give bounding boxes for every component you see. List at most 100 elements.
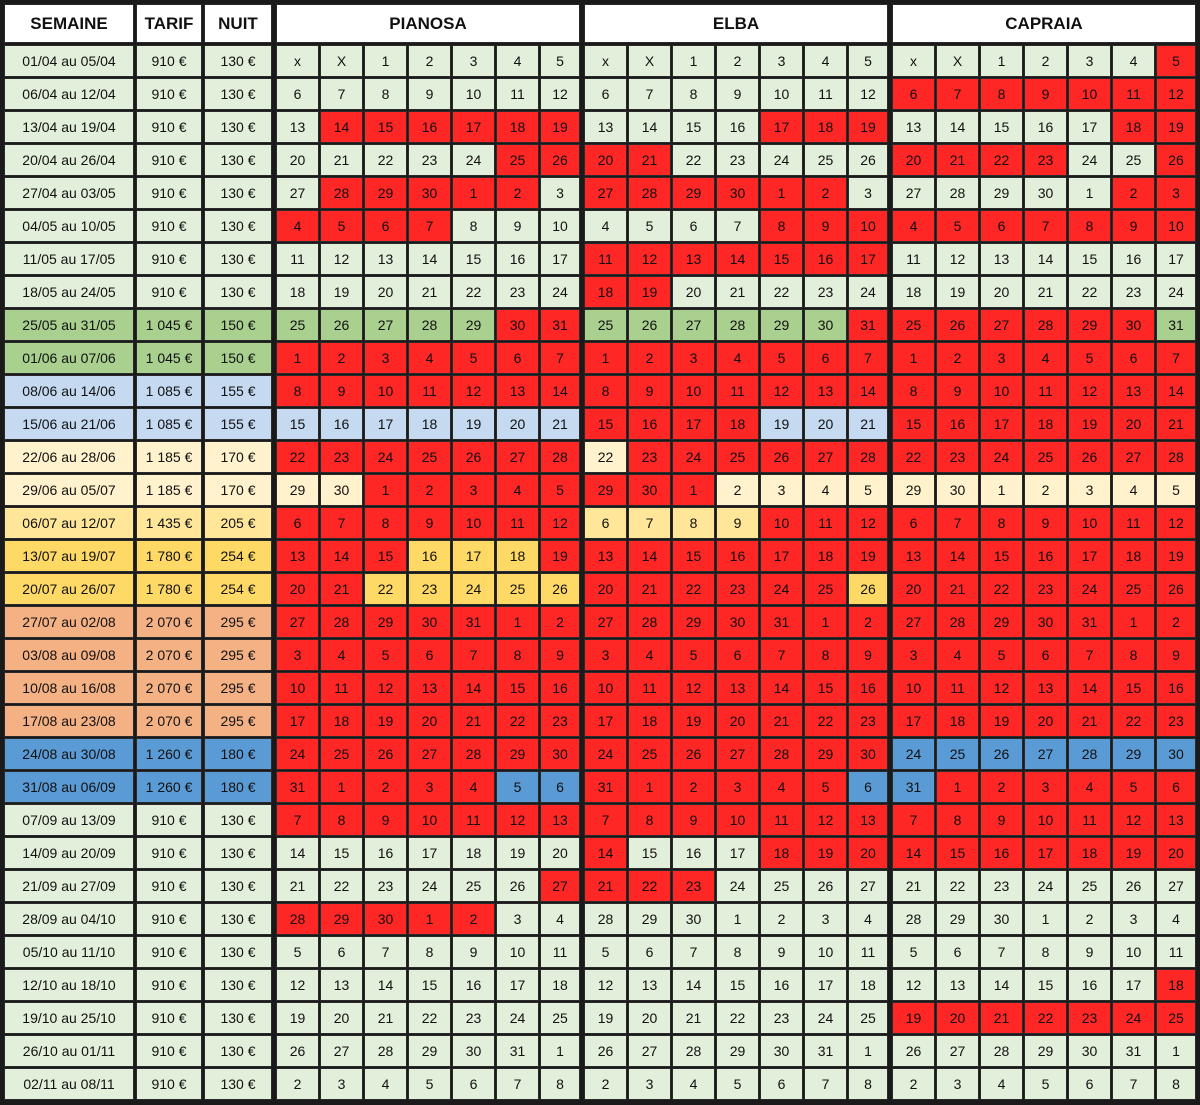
capraia-day-cell: 21 xyxy=(980,1002,1023,1034)
capraia-day-cell: 27 xyxy=(980,309,1023,341)
week-cell: 12/10 au 18/10 xyxy=(4,969,134,1001)
pianosa-day-cell: 24 xyxy=(276,738,319,770)
capraia-day-cell: 27 xyxy=(936,1035,979,1067)
elba-day-cell: 13 xyxy=(584,111,627,143)
capraia-day-cell: 1 xyxy=(1156,1035,1196,1067)
capraia-day-cell: 15 xyxy=(980,111,1023,143)
pianosa-day-cell: 14 xyxy=(364,969,407,1001)
pianosa-day-cell: 4 xyxy=(496,45,539,77)
pianosa-day-cell: 23 xyxy=(452,1002,495,1034)
pianosa-day-cell: 18 xyxy=(276,276,319,308)
elba-day-cell: 9 xyxy=(716,78,759,110)
pianosa-day-cell: 4 xyxy=(408,342,451,374)
elba-day-cell: 30 xyxy=(716,606,759,638)
pianosa-day-cell: 5 xyxy=(452,342,495,374)
pianosa-day-cell: 29 xyxy=(276,474,319,506)
capraia-day-cell: 6 xyxy=(1112,342,1155,374)
elba-day-cell: 19 xyxy=(584,1002,627,1034)
elba-day-cell: 16 xyxy=(804,243,847,275)
pianosa-day-cell: 2 xyxy=(408,45,451,77)
week-cell: 02/11 au 08/11 xyxy=(4,1068,134,1100)
capraia-day-cell: 7 xyxy=(936,78,979,110)
elba-day-cell: 19 xyxy=(760,408,803,440)
tarif-cell: 910 € xyxy=(136,870,202,902)
pianosa-day-cell: 5 xyxy=(364,639,407,671)
capraia-day-cell: 18 xyxy=(936,705,979,737)
capraia-day-cell: 24 xyxy=(1068,144,1111,176)
nuit-cell: 254 € xyxy=(204,573,272,605)
elba-day-cell: 28 xyxy=(628,177,671,209)
capraia-day-cell: 19 xyxy=(1112,837,1155,869)
pianosa-day-cell: 14 xyxy=(452,672,495,704)
week-cell: 22/06 au 28/06 xyxy=(4,441,134,473)
capraia-day-cell: 11 xyxy=(1024,375,1067,407)
capraia-day-cell: 15 xyxy=(892,408,935,440)
capraia-day-cell: 27 xyxy=(892,177,935,209)
pianosa-day-cell: 15 xyxy=(364,540,407,572)
pianosa-day-cell: 12 xyxy=(276,969,319,1001)
nuit-cell: 130 € xyxy=(204,870,272,902)
tarif-cell: 910 € xyxy=(136,210,202,242)
week-cell: 13/04 au 19/04 xyxy=(4,111,134,143)
elba-day-cell: 21 xyxy=(584,870,627,902)
elba-day-cell: 22 xyxy=(760,276,803,308)
pianosa-day-cell: 28 xyxy=(408,309,451,341)
capraia-day-cell: 6 xyxy=(980,210,1023,242)
elba-day-cell: 9 xyxy=(716,507,759,539)
capraia-day-cell: 21 xyxy=(1068,705,1111,737)
elba-day-cell: 3 xyxy=(716,771,759,803)
capraia-day-cell: 17 xyxy=(1156,243,1196,275)
capraia-day-cell: 7 xyxy=(936,507,979,539)
capraia-day-cell: 26 xyxy=(980,738,1023,770)
pianosa-day-cell: 10 xyxy=(452,507,495,539)
pianosa-day-cell: 2 xyxy=(320,342,363,374)
elba-day-cell: 12 xyxy=(672,672,715,704)
pianosa-day-cell: 17 xyxy=(408,837,451,869)
pianosa-day-cell: 24 xyxy=(496,1002,539,1034)
pianosa-day-cell: 22 xyxy=(452,276,495,308)
elba-day-cell: 1 xyxy=(628,771,671,803)
capraia-day-cell: 19 xyxy=(1156,540,1196,572)
pianosa-day-cell: 16 xyxy=(408,111,451,143)
capraia-day-cell: 6 xyxy=(892,507,935,539)
header-pianosa: PIANOSA xyxy=(276,4,580,43)
capraia-day-cell: 1 xyxy=(980,45,1023,77)
pianosa-day-cell: 6 xyxy=(540,771,580,803)
elba-day-cell: 3 xyxy=(628,1068,671,1100)
elba-day-cell: 13 xyxy=(848,804,888,836)
tarif-cell: 910 € xyxy=(136,1068,202,1100)
capraia-day-cell: 2 xyxy=(892,1068,935,1100)
elba-day-cell: 26 xyxy=(584,1035,627,1067)
pianosa-day-cell: 22 xyxy=(496,705,539,737)
week-cell: 29/06 au 05/07 xyxy=(4,474,134,506)
week-cell: 10/08 au 16/08 xyxy=(4,672,134,704)
pianosa-day-cell: 1 xyxy=(320,771,363,803)
pianosa-day-cell: 1 xyxy=(540,1035,580,1067)
week-cell: 31/08 au 06/09 xyxy=(4,771,134,803)
elba-day-cell: 1 xyxy=(672,474,715,506)
elba-day-cell: 5 xyxy=(584,936,627,968)
capraia-day-cell: 23 xyxy=(1112,276,1155,308)
elba-day-cell: 28 xyxy=(584,903,627,935)
capraia-day-cell: 4 xyxy=(1112,45,1155,77)
elba-day-cell: 4 xyxy=(628,639,671,671)
capraia-day-cell: 18 xyxy=(1156,969,1196,1001)
capraia-day-cell: 31 xyxy=(1112,1035,1155,1067)
capraia-day-cell: 13 xyxy=(892,111,935,143)
week-cell: 21/09 au 27/09 xyxy=(4,870,134,902)
capraia-day-cell: 8 xyxy=(936,804,979,836)
pianosa-day-cell: 6 xyxy=(408,639,451,671)
pianosa-day-cell: 29 xyxy=(496,738,539,770)
capraia-day-cell: 27 xyxy=(1024,738,1067,770)
elba-day-cell: 22 xyxy=(672,144,715,176)
capraia-day-cell: 20 xyxy=(936,1002,979,1034)
pianosa-day-cell: 16 xyxy=(540,672,580,704)
elba-day-cell: 1 xyxy=(804,606,847,638)
elba-day-cell: 16 xyxy=(672,837,715,869)
capraia-day-cell: 7 xyxy=(1156,342,1196,374)
capraia-day-cell: 29 xyxy=(1068,309,1111,341)
pianosa-day-cell: 9 xyxy=(496,210,539,242)
elba-day-cell: 15 xyxy=(628,837,671,869)
pianosa-day-cell: 18 xyxy=(320,705,363,737)
elba-day-cell: 12 xyxy=(848,507,888,539)
